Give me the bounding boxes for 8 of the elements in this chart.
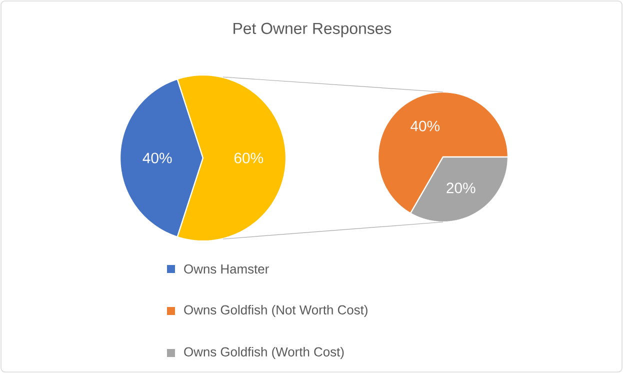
chart-title: Pet Owner Responses (234, 22, 392, 38)
data-label: 40% (142, 152, 172, 164)
data-label: 60% (234, 152, 264, 164)
data-label: 40% (410, 120, 440, 132)
legend-label: Owns Goldfish (Not Worth Cost) (184, 304, 368, 318)
legend-label: Owns Goldfish (Worth Cost) (184, 346, 344, 360)
data-label: 20% (446, 182, 476, 194)
legend-label: Owns Hamster (184, 264, 269, 274)
